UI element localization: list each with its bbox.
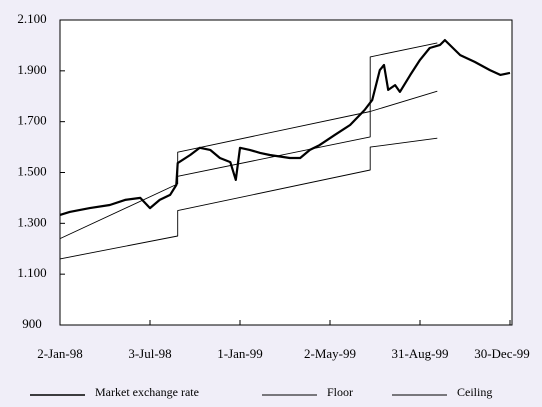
y-tick-label: 900 bbox=[22, 316, 42, 331]
y-tick-label: 1.700 bbox=[17, 113, 46, 128]
y-tick-label: 1.300 bbox=[17, 214, 46, 229]
y-tick-label: 2.100 bbox=[17, 11, 46, 26]
x-tick-label: 1-Jan-99 bbox=[217, 346, 263, 361]
legend-label: Market exchange rate bbox=[95, 385, 199, 399]
y-tick-label: 1.100 bbox=[17, 265, 46, 280]
legend-label: Floor bbox=[327, 385, 353, 399]
x-tick-label: 2-May-99 bbox=[304, 346, 356, 361]
y-tick-label: 1.900 bbox=[17, 62, 46, 77]
y-tick-label: 1.500 bbox=[17, 163, 46, 178]
series-line bbox=[59, 42, 438, 240]
series-line bbox=[177, 90, 438, 177]
plot-area bbox=[59, 19, 513, 326]
x-tick-label: 30-Dec-99 bbox=[474, 346, 530, 361]
series-line bbox=[59, 39, 511, 216]
x-tick-label: 2-Jan-98 bbox=[37, 346, 83, 361]
x-tick-label: 3-Jul-98 bbox=[128, 346, 171, 361]
series-line bbox=[59, 137, 438, 260]
legend-label: Ceiling bbox=[457, 385, 492, 399]
x-tick-label: 31-Aug-99 bbox=[391, 346, 448, 361]
